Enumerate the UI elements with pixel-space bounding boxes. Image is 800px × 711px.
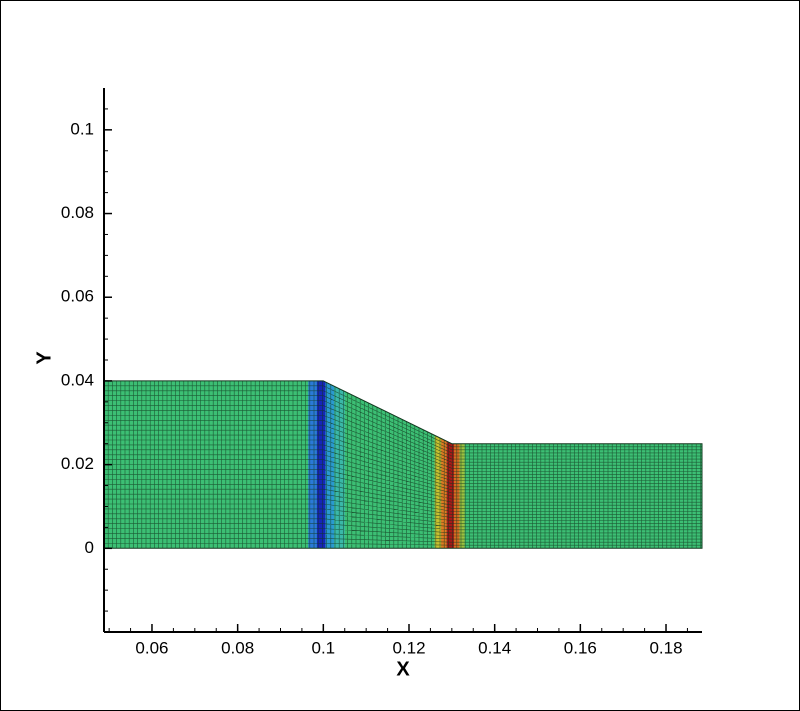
mesh-line xyxy=(104,380,702,549)
contour-band xyxy=(325,380,335,549)
y-tick-label: 0.02 xyxy=(61,454,94,473)
mesh-lines xyxy=(104,380,702,549)
x-tick-label: 0.16 xyxy=(564,638,597,657)
contour-band xyxy=(459,380,465,549)
y-tick-label: 0.06 xyxy=(61,287,94,306)
plot-area xyxy=(103,380,703,549)
y-tick-label: 0.04 xyxy=(61,370,94,389)
y-tick-label: 0 xyxy=(85,538,94,557)
x-tick-label: 0.12 xyxy=(392,638,425,657)
x-tick-label: 0.18 xyxy=(649,638,682,657)
x-tick-label: 0.1 xyxy=(312,638,336,657)
x-tick-label: 0.08 xyxy=(221,638,254,657)
x-axis-title: X xyxy=(396,658,410,680)
contour-band xyxy=(434,380,442,549)
mesh-domain xyxy=(104,380,702,549)
x-tick-label: 0.14 xyxy=(478,638,511,657)
y-tick-label: 0.1 xyxy=(70,119,94,138)
y-tick-label: 0.08 xyxy=(61,203,94,222)
x-tick-label: 0.06 xyxy=(135,638,168,657)
y-axis-title: Y xyxy=(33,351,55,365)
